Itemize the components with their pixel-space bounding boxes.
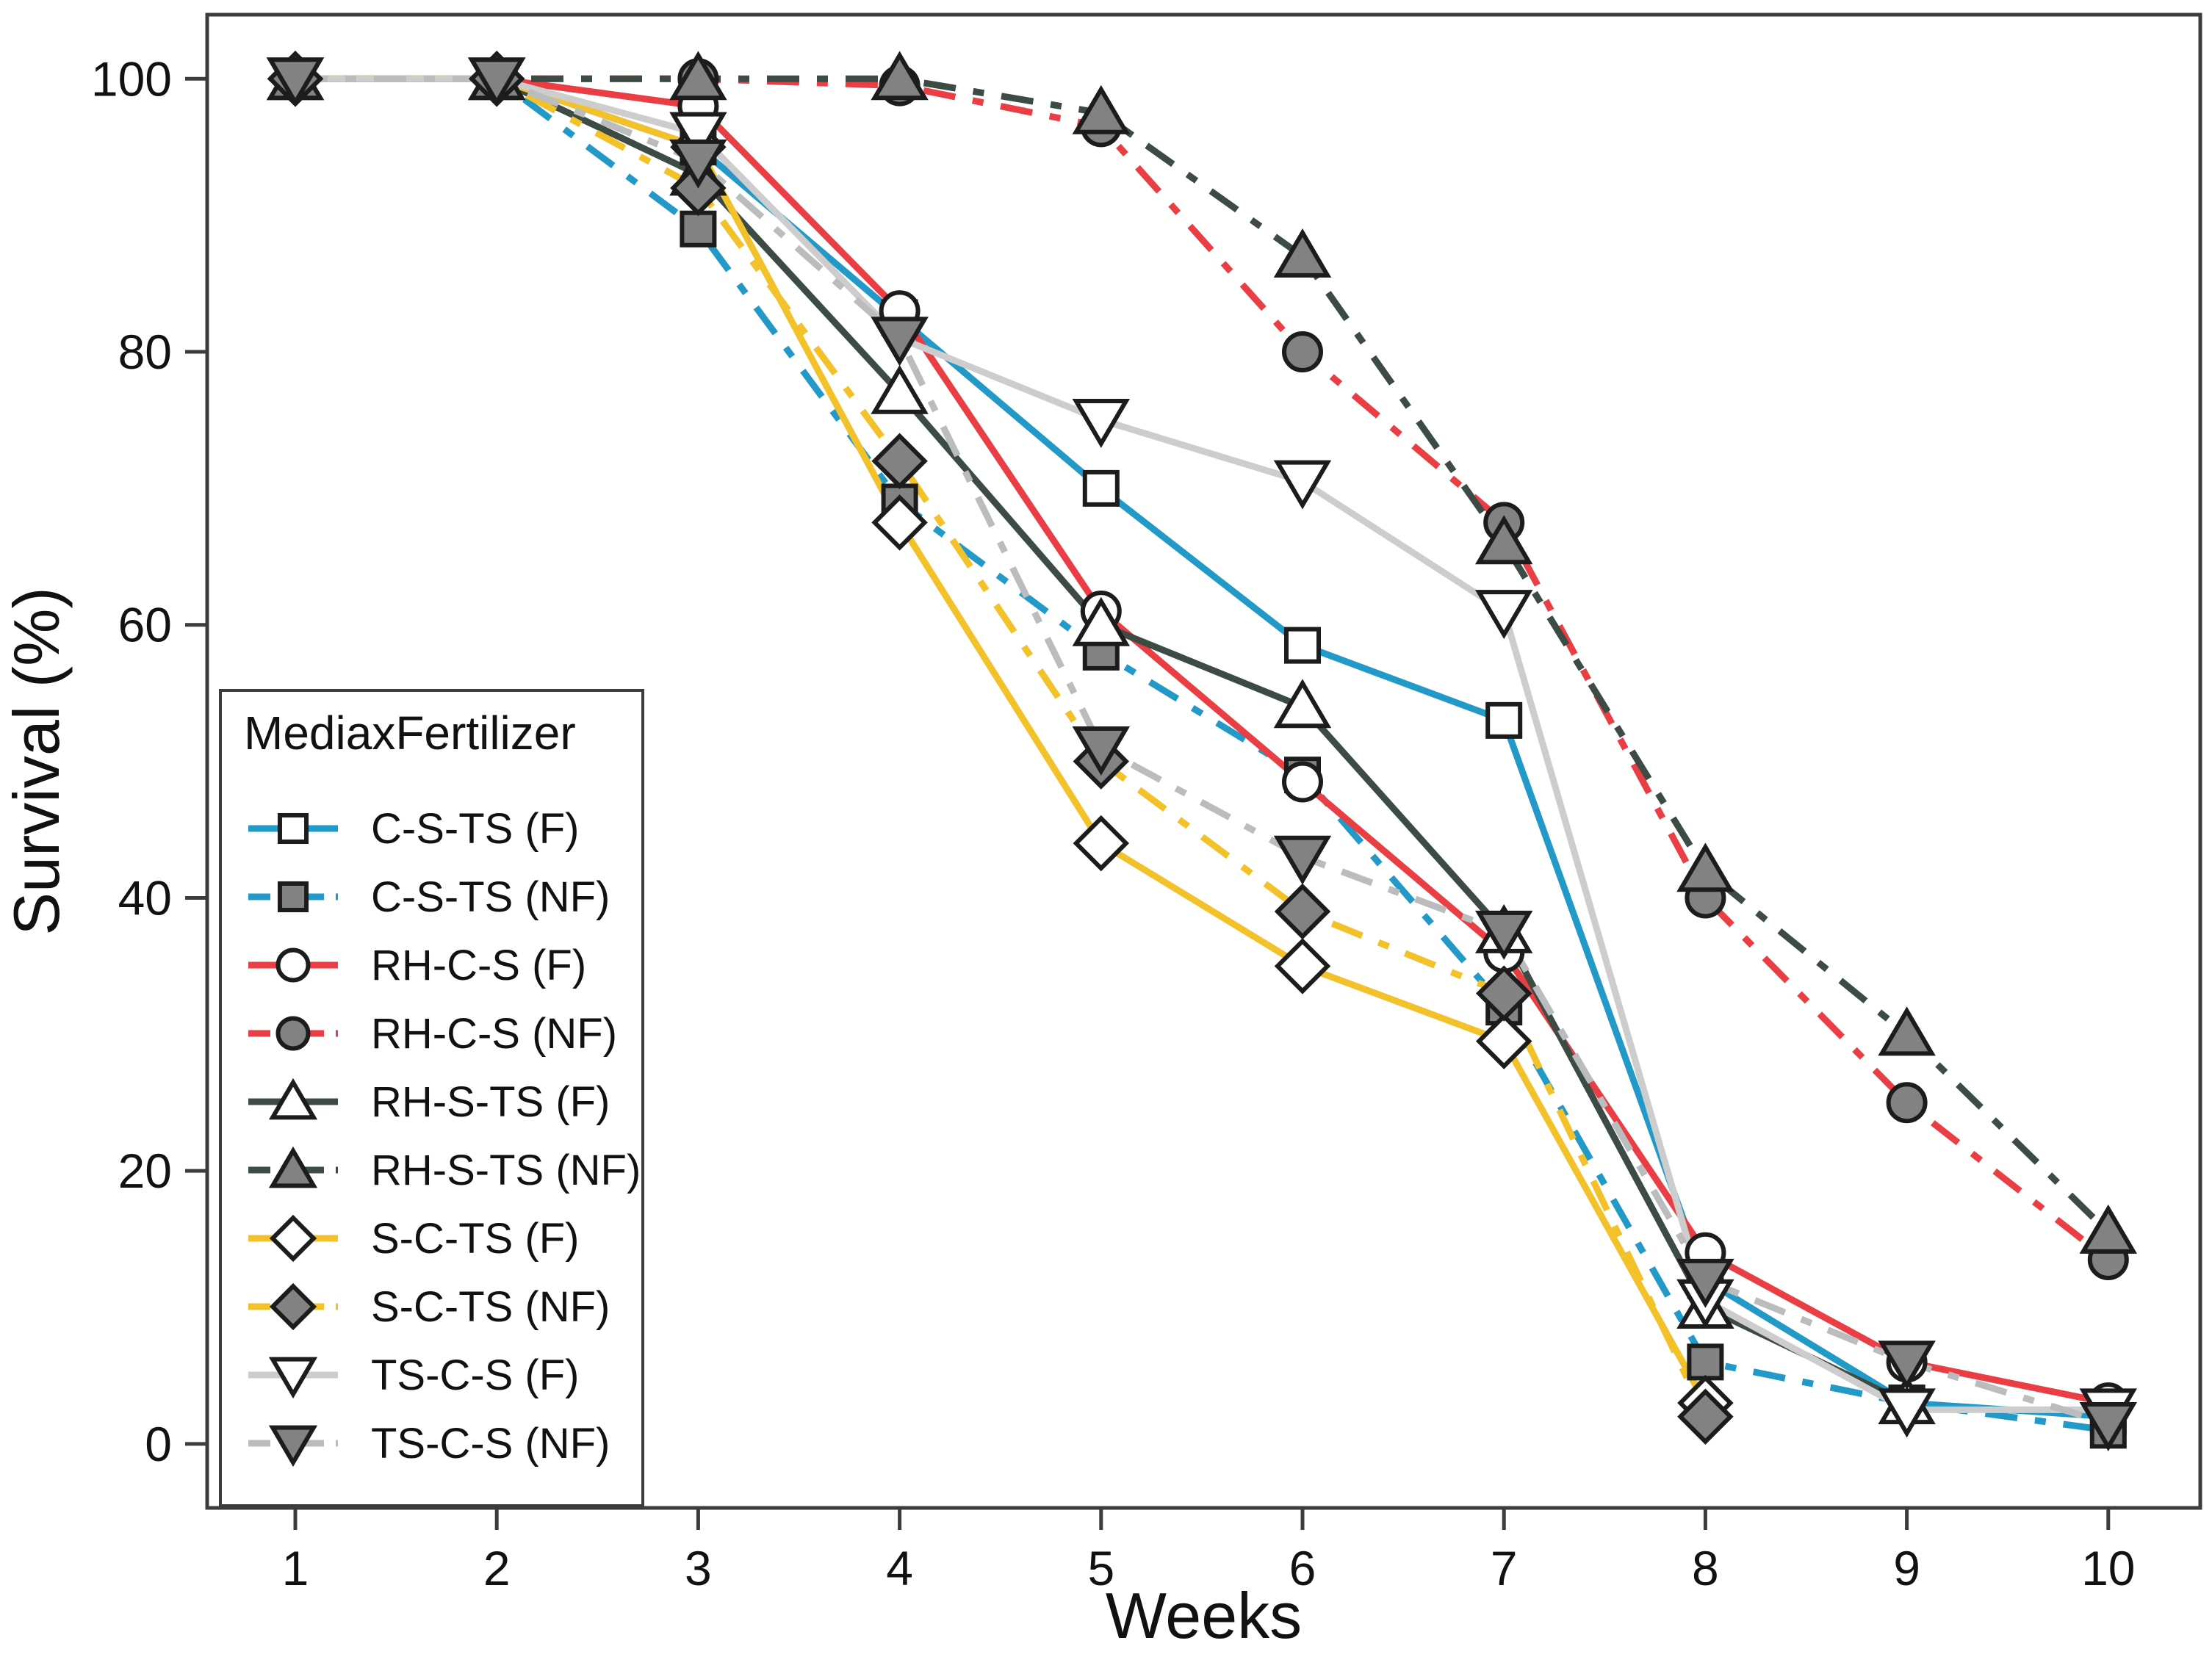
legend-key-marker: [277, 881, 309, 913]
legend-item-label: TS-C-S (F): [371, 1351, 580, 1399]
y-axis-tick-label: 80: [118, 325, 172, 379]
data-point-rh-s-ts-f-: [1072, 596, 1131, 646]
x-axis-title: Weeks: [1106, 1579, 1302, 1652]
x-axis-tick-label: 9: [1893, 1541, 1920, 1595]
legend-key-marker: [275, 1016, 311, 1051]
data-point-rh-s-ts-nf-: [1878, 1006, 1936, 1056]
legend-key-marker: [268, 1077, 318, 1120]
x-axis-tick-label: 6: [1289, 1541, 1316, 1595]
x-axis-tick-label: 2: [483, 1541, 511, 1595]
legend-key-marker: [269, 1214, 317, 1263]
data-point-rh-c-s-nf-: [1886, 1082, 1928, 1124]
legend-item-label: S-C-TS (F): [371, 1215, 580, 1263]
data-point-ts-c-s-nf-: [871, 317, 929, 367]
x-axis-tick-label: 3: [685, 1541, 712, 1595]
data-point-ts-c-s-nf-: [1072, 726, 1131, 776]
series-line-c-s-ts-nf-: [295, 75, 2109, 1434]
series-line-rh-c-s-nf-: [295, 75, 2111, 1263]
y-axis-title: Survival (%): [0, 587, 73, 935]
data-point-ts-c-s-f-: [669, 112, 727, 162]
legend-key-marker: [268, 1425, 318, 1468]
series-line-ts-c-s-f-: [295, 75, 2108, 1413]
legend-item-label: RH-C-S (NF): [371, 1010, 617, 1058]
data-point-rh-s-ts-nf-: [2079, 1204, 2138, 1254]
data-point-rh-s-ts-nf-: [1273, 228, 1332, 278]
legend-item-label: S-C-TS (NF): [371, 1283, 610, 1331]
legend-item-label: C-S-TS (F): [371, 805, 580, 853]
data-point-s-c-ts-nf-: [1274, 883, 1331, 940]
legend-item-label: RH-S-TS (F): [371, 1078, 610, 1126]
legend-item-label: C-S-TS (NF): [371, 873, 610, 921]
x-axis-tick-label: 1: [282, 1541, 309, 1595]
data-point-s-c-ts-nf-: [1677, 1388, 1734, 1445]
data-point-c-s-ts-nf-: [1687, 1343, 1724, 1381]
data-point-ts-c-s-nf-: [669, 139, 727, 189]
legend-key-marker: [275, 947, 311, 983]
data-point-ts-c-s-nf-: [1273, 835, 1332, 885]
legend-title: MediaxFertilizer: [244, 707, 576, 759]
data-point-ts-c-s-f-: [1474, 590, 1533, 640]
data-point-s-c-ts-nf-: [1475, 965, 1532, 1022]
data-point-s-c-ts-f-: [1073, 815, 1130, 872]
y-axis-tick-label: 0: [145, 1417, 172, 1471]
series-line-ts-c-s-nf-: [295, 75, 2110, 1427]
data-point-s-c-ts-f-: [871, 494, 928, 551]
data-point-c-s-ts-nf-: [680, 210, 717, 248]
data-point-ts-c-s-f-: [1878, 1388, 1936, 1438]
data-point-ts-c-s-nf-: [467, 57, 526, 107]
data-point-ts-c-s-nf-: [1676, 1258, 1734, 1308]
legend-key-marker: [268, 1357, 318, 1399]
data-point-ts-c-s-f-: [1273, 460, 1332, 510]
data-point-ts-c-s-nf-: [1878, 1340, 1936, 1390]
data-point-rh-s-ts-f-: [871, 364, 929, 414]
data-point-c-s-ts-f-: [1485, 701, 1523, 739]
data-point-c-s-ts-f-: [1284, 627, 1321, 664]
series-line-s-c-ts-nf-: [295, 75, 1709, 1418]
data-point-rh-s-ts-nf-: [871, 51, 929, 101]
data-point-rh-s-ts-f-: [1273, 679, 1332, 729]
data-point-s-c-ts-f-: [1475, 1013, 1532, 1069]
legend-item-label: RH-C-S (F): [371, 942, 586, 989]
data-point-rh-s-ts-nf-: [669, 51, 727, 101]
data-point-ts-c-s-nf-: [1474, 910, 1533, 960]
data-point-ts-c-s-f-: [1072, 398, 1131, 448]
x-axis-tick-label: 4: [886, 1541, 913, 1595]
legend-key-marker: [269, 1282, 317, 1331]
data-point-s-c-ts-f-: [1274, 938, 1331, 994]
data-point-rh-c-s-f-: [1282, 761, 1323, 803]
data-point-rh-s-ts-nf-: [1676, 842, 1734, 892]
data-point-rh-s-ts-nf-: [1072, 84, 1131, 134]
x-axis-tick-label: 7: [1491, 1541, 1518, 1595]
legend-key-marker: [277, 812, 309, 845]
data-point-rh-s-ts-nf-: [1474, 515, 1533, 565]
y-axis-tick-label: 20: [118, 1144, 172, 1198]
data-point-c-s-ts-f-: [1082, 469, 1120, 507]
y-axis-tick-label: 60: [118, 598, 172, 652]
series-line-rh-c-s-f-: [295, 75, 2109, 1407]
legend-key-marker: [268, 1146, 318, 1188]
x-axis-tick-label: 10: [2081, 1541, 2135, 1595]
data-point-ts-c-s-nf-: [266, 57, 325, 107]
data-point-s-c-ts-nf-: [871, 433, 928, 489]
legend-item-label: TS-C-S (NF): [371, 1420, 610, 1468]
y-axis-tick-label: 40: [118, 870, 172, 925]
x-axis-tick-label: 5: [1087, 1541, 1114, 1595]
y-axis-tick-label: 100: [91, 51, 172, 106]
data-point-ts-c-s-nf-: [2079, 1402, 2138, 1451]
data-point-rh-c-s-nf-: [1282, 331, 1323, 373]
x-axis-tick-label: 8: [1692, 1541, 1719, 1595]
legend-item-label: RH-S-TS (NF): [371, 1147, 641, 1194]
